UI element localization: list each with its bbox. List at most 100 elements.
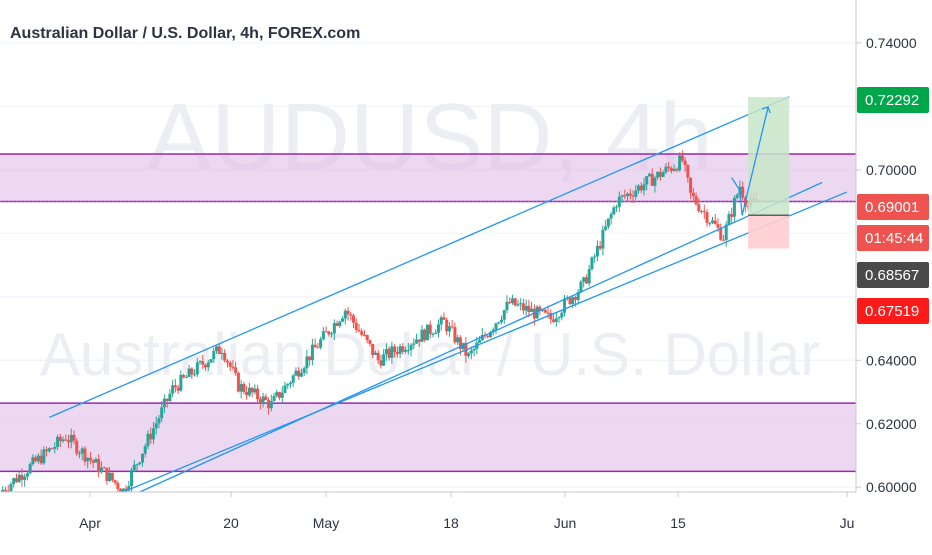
candle-down bbox=[513, 298, 517, 306]
candle-down bbox=[667, 166, 671, 169]
candle-up bbox=[398, 346, 402, 354]
candle-up bbox=[272, 395, 276, 402]
candle-up bbox=[212, 351, 216, 360]
candle-up bbox=[373, 352, 377, 355]
candle-up bbox=[593, 256, 597, 258]
candle-down bbox=[623, 195, 627, 197]
candle-down bbox=[313, 344, 317, 348]
candle-down bbox=[357, 329, 361, 332]
candle-up bbox=[447, 326, 451, 332]
candle-down bbox=[327, 331, 331, 335]
candle-up bbox=[595, 245, 599, 257]
candle-up bbox=[516, 304, 520, 306]
candle-down bbox=[258, 399, 262, 404]
position-tool[interactable] bbox=[731, 97, 790, 249]
candle-down bbox=[64, 439, 68, 441]
candle-down bbox=[113, 480, 117, 483]
chart-title: Australian Dollar / U.S. Dollar, 4h, FOR… bbox=[10, 25, 360, 42]
candle-down bbox=[231, 366, 235, 368]
candle-down bbox=[442, 317, 446, 320]
candle-up bbox=[299, 373, 303, 377]
candle-up bbox=[404, 350, 408, 352]
candle-down bbox=[387, 348, 391, 358]
candle-up bbox=[341, 318, 345, 322]
candle-up bbox=[160, 407, 164, 419]
candle-up bbox=[426, 324, 429, 341]
candle-up bbox=[590, 257, 594, 270]
candle-up bbox=[582, 277, 586, 282]
candle-down bbox=[67, 440, 71, 443]
candle-up bbox=[497, 322, 501, 324]
candle-down bbox=[428, 324, 432, 335]
candle-down bbox=[486, 335, 490, 337]
candle-up bbox=[168, 393, 172, 401]
candle-up bbox=[415, 339, 419, 344]
time-tick-label: 18 bbox=[443, 515, 459, 531]
candle-up bbox=[519, 303, 523, 305]
candle-down bbox=[417, 339, 421, 342]
candle-up bbox=[275, 392, 279, 396]
candle-up bbox=[678, 155, 682, 171]
candle-down bbox=[91, 460, 95, 463]
candle-up bbox=[42, 449, 46, 464]
candle-up bbox=[439, 317, 443, 325]
candle-up bbox=[179, 374, 183, 391]
candle-up bbox=[338, 321, 342, 326]
candle-down bbox=[650, 173, 654, 186]
price-tag-stop bbox=[857, 298, 929, 324]
candle-up bbox=[162, 398, 166, 408]
candle-down bbox=[97, 459, 101, 473]
candle-up bbox=[434, 332, 438, 334]
candle-down bbox=[538, 306, 542, 311]
candle-up bbox=[727, 214, 731, 225]
candle-down bbox=[34, 457, 38, 462]
trend-drawings[interactable] bbox=[49, 96, 848, 493]
candle-up bbox=[47, 448, 51, 452]
price-tick-label: 0.60000 bbox=[866, 479, 917, 495]
candle-down bbox=[689, 177, 693, 193]
candle-up bbox=[143, 446, 147, 454]
candle-up bbox=[656, 171, 660, 178]
candle-up bbox=[36, 455, 40, 462]
candle-up bbox=[280, 392, 284, 398]
candle-up bbox=[171, 385, 175, 394]
candle-up bbox=[700, 211, 704, 213]
price-tag-label-entry: 0.68567 bbox=[865, 267, 919, 284]
time-tick-label: Ju bbox=[840, 515, 855, 531]
candle-down bbox=[628, 193, 632, 196]
candle-down bbox=[83, 448, 87, 462]
candle-down bbox=[598, 245, 602, 249]
candle-down bbox=[14, 478, 18, 482]
candle-up bbox=[489, 331, 493, 337]
candle-up bbox=[406, 349, 410, 351]
candle-up bbox=[409, 344, 413, 350]
candle-up bbox=[609, 214, 613, 219]
candle-down bbox=[639, 185, 643, 191]
candle-up bbox=[472, 349, 476, 351]
candle-down bbox=[75, 440, 79, 454]
candle-down bbox=[45, 449, 49, 452]
candle-down bbox=[453, 327, 457, 343]
candle-up bbox=[214, 346, 218, 352]
price-zone bbox=[0, 403, 856, 472]
candle-down bbox=[223, 352, 227, 361]
candle-down bbox=[264, 396, 268, 400]
channel-line bbox=[123, 191, 848, 493]
candle-up bbox=[69, 434, 73, 443]
candle-up bbox=[563, 298, 567, 313]
candle-up bbox=[478, 340, 482, 343]
candle-up bbox=[310, 344, 314, 361]
candle-up bbox=[286, 384, 290, 386]
candle-up bbox=[56, 436, 60, 447]
candle-up bbox=[239, 384, 243, 392]
candle-up bbox=[735, 194, 739, 198]
candle-down bbox=[105, 467, 109, 481]
candle-up bbox=[141, 453, 144, 463]
candle-down bbox=[741, 186, 745, 198]
channel-line bbox=[139, 181, 823, 493]
candle-up bbox=[53, 446, 57, 449]
candle-down bbox=[395, 351, 399, 354]
candle-down bbox=[116, 482, 120, 490]
